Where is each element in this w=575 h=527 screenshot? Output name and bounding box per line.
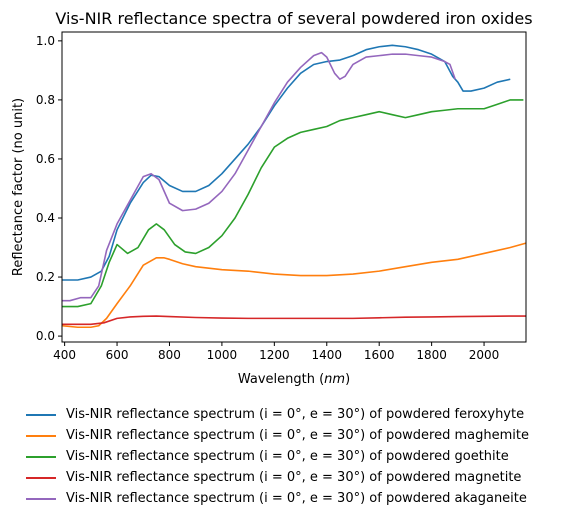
y-axis-label: Reflectance factor (no unit) <box>11 98 26 276</box>
series-line-1 <box>61 242 527 329</box>
legend-swatch-0 <box>26 413 56 416</box>
series-line-0 <box>62 44 511 281</box>
x-tick-label-4: 1200 <box>259 348 290 362</box>
x-axis-label: Wavelength (nm) <box>238 372 350 387</box>
legend-label-2: Vis-NIR reflectance spectrum (i = 0°, e … <box>66 449 509 464</box>
y-tick-label-3: 0.6 <box>36 152 55 166</box>
legend-item-4: Vis-NIR reflectance spectrum (i = 0°, e … <box>20 488 529 509</box>
x-tick-label-3: 1000 <box>207 348 238 362</box>
y-tick-label-0: 0.0 <box>36 329 55 343</box>
legend-item-0: Vis-NIR reflectance spectrum (i = 0°, e … <box>20 404 529 425</box>
x-axis-label-unit: nm <box>324 372 345 387</box>
y-axis: 0.0 0.2 0.4 0.6 0.8 1.0 <box>36 34 62 343</box>
y-tick-label-2: 0.4 <box>36 211 55 225</box>
chart: Vis-NIR reflectance spectra of several p… <box>11 9 533 387</box>
x-axis-label-suffix: ) <box>345 372 350 387</box>
legend-item-1: Vis-NIR reflectance spectrum (i = 0°, e … <box>20 425 529 446</box>
series-line-2 <box>62 99 524 308</box>
x-tick-label-8: 2000 <box>469 348 500 362</box>
x-axis-label-prefix: Wavelength ( <box>238 372 324 387</box>
legend-label-0: Vis-NIR reflectance spectrum (i = 0°, e … <box>66 407 525 422</box>
y-tick-label-5: 1.0 <box>36 34 55 48</box>
x-tick-label-6: 1600 <box>364 348 395 362</box>
chart-title: Vis-NIR reflectance spectra of several p… <box>55 9 532 28</box>
x-tick-label-2: 800 <box>158 348 181 362</box>
legend-label-4: Vis-NIR reflectance spectrum (i = 0°, e … <box>66 491 527 506</box>
legend-swatch-2 <box>26 455 56 458</box>
legend-swatch-1 <box>26 434 56 437</box>
plot-frame <box>61 31 527 343</box>
legend-item-3: Vis-NIR reflectance spectrum (i = 0°, e … <box>20 467 529 488</box>
legend: Vis-NIR reflectance spectrum (i = 0°, e … <box>20 404 529 509</box>
y-tick-label-4: 0.8 <box>36 93 55 107</box>
legend-label-1: Vis-NIR reflectance spectrum (i = 0°, e … <box>66 428 529 443</box>
series-layer <box>61 44 527 329</box>
y-tick-label-1: 0.2 <box>36 270 55 284</box>
x-tick-label-0: 400 <box>53 348 76 362</box>
x-tick-label-7: 1800 <box>416 348 447 362</box>
legend-swatch-3 <box>26 476 56 479</box>
x-tick-label-5: 1400 <box>311 348 342 362</box>
x-axis: 400 600 800 1000 1200 1400 1600 1800 2000 <box>53 342 499 362</box>
legend-item-2: Vis-NIR reflectance spectrum (i = 0°, e … <box>20 446 529 467</box>
x-tick-label-1: 600 <box>106 348 129 362</box>
legend-swatch-4 <box>26 497 56 500</box>
legend-label-3: Vis-NIR reflectance spectrum (i = 0°, e … <box>66 470 522 485</box>
series-line-3 <box>62 315 526 326</box>
series-line-4 <box>62 51 456 302</box>
